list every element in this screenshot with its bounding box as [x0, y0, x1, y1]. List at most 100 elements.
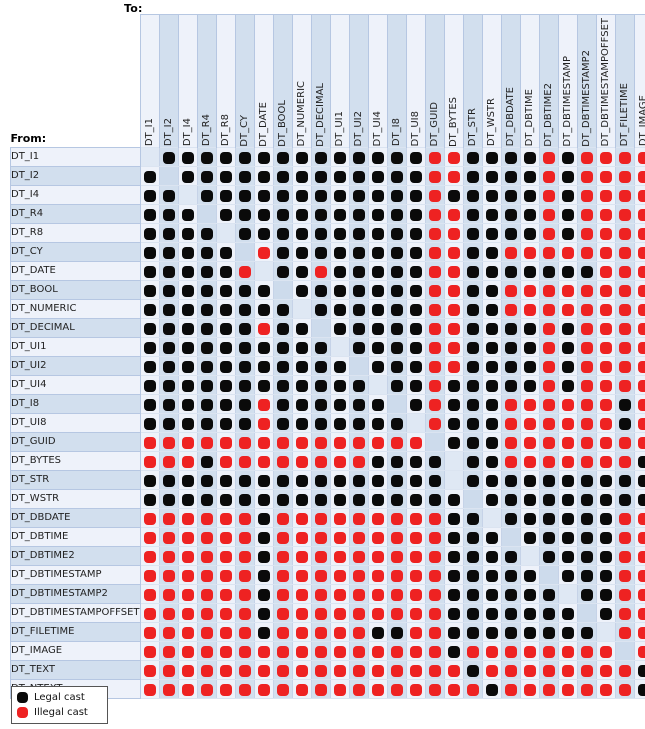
column-header-dt-bool: DT_BOOL [272, 14, 293, 148]
illegal-cast-dot-icon [561, 455, 574, 468]
legal-cast-dot-icon [181, 398, 194, 411]
illegal-cast-dot-icon [618, 227, 631, 240]
row-header-dt-guid: DT_GUID [10, 431, 141, 452]
matrix-cell [614, 260, 635, 281]
legal-cast-dot-icon [542, 265, 555, 278]
illegal-cast-dot-icon [428, 550, 441, 563]
illegal-cast-dot-icon [143, 626, 156, 639]
matrix-cell [329, 602, 350, 623]
matrix-cell [595, 678, 616, 699]
illegal-cast-dot-icon [618, 208, 631, 221]
legal-cast-dot-icon [143, 322, 156, 335]
matrix-cell [633, 279, 645, 300]
matrix-cell [367, 564, 388, 585]
matrix-cell [329, 184, 350, 205]
illegal-cast-dot-icon [504, 284, 517, 297]
matrix-cell [158, 165, 179, 186]
column-header-label: DT_DBTIMESTAMP [561, 55, 573, 147]
matrix-cell [348, 545, 369, 566]
matrix-cell [348, 203, 369, 224]
illegal-cast-dot-icon [390, 588, 403, 601]
legal-cast-dot-icon [295, 284, 308, 297]
legal-cast-dot-icon [143, 474, 156, 487]
legal-cast-dot-icon [390, 474, 403, 487]
matrix-cell [310, 431, 331, 452]
legal-cast-dot-icon [162, 303, 175, 316]
legal-cast-dot-icon [466, 607, 479, 620]
legal-cast-dot-icon [504, 607, 517, 620]
illegal-cast-dot-icon [257, 683, 270, 696]
matrix-cell [291, 431, 312, 452]
matrix-cell [272, 507, 293, 528]
legal-cast-dot-icon [314, 493, 327, 506]
illegal-cast-dot-icon [599, 322, 612, 335]
matrix-cell [386, 583, 407, 604]
illegal-cast-dot-icon [599, 151, 612, 164]
illegal-cast-dot-icon [599, 417, 612, 430]
matrix-cell [310, 678, 331, 699]
illegal-cast-dot-icon [238, 626, 251, 639]
legend-label-illegal: Illegal cast [34, 707, 88, 718]
matrix-cell [462, 336, 483, 357]
illegal-cast-dot-icon [143, 550, 156, 563]
illegal-cast-dot-icon [333, 683, 346, 696]
matrix-cell [614, 488, 635, 509]
illegal-cast-dot-icon [352, 531, 365, 544]
matrix-cell [557, 583, 578, 604]
legal-cast-dot-icon [276, 189, 289, 202]
legal-cast-dot-icon [390, 284, 403, 297]
legal-cast-dot-icon [333, 303, 346, 316]
illegal-cast-dot-icon [276, 645, 289, 658]
matrix-cell [633, 241, 645, 262]
legal-cast-dot-icon [200, 493, 213, 506]
illegal-cast-dot-icon [257, 455, 270, 468]
legal-cast-dot-icon [466, 360, 479, 373]
illegal-cast-dot-icon [314, 607, 327, 620]
illegal-cast-dot-icon [409, 512, 422, 525]
column-header-dt-wstr: DT_WSTR [481, 14, 502, 148]
matrix-cell [272, 488, 293, 509]
legal-cast-dot-icon [390, 208, 403, 221]
legal-cast-dot-icon [257, 626, 270, 639]
matrix-cell [196, 203, 217, 224]
illegal-cast-dot-icon [390, 664, 403, 677]
illegal-cast-dot-icon [200, 664, 213, 677]
matrix-cell [595, 203, 616, 224]
matrix-cell [329, 450, 350, 471]
matrix-cell [196, 317, 217, 338]
illegal-cast-dot-icon [637, 417, 645, 430]
matrix-cell [386, 279, 407, 300]
legal-cast-dot-icon [200, 246, 213, 259]
matrix-cell [500, 583, 521, 604]
legal-cast-dot-icon [504, 265, 517, 278]
legal-cast-dot-icon [637, 455, 645, 468]
legal-cast-dot-icon [618, 417, 631, 430]
illegal-cast-dot-icon [561, 683, 574, 696]
illegal-cast-dot-icon [485, 664, 498, 677]
matrix-cell [329, 298, 350, 319]
legal-cast-dot-icon [485, 265, 498, 278]
illegal-cast-dot-icon [637, 189, 645, 202]
matrix-cell [272, 279, 293, 300]
matrix-cell [576, 583, 597, 604]
legal-cast-dot-icon [485, 246, 498, 259]
matrix-cell [557, 450, 578, 471]
matrix-cell [557, 203, 578, 224]
matrix-cell [215, 412, 236, 433]
matrix-row: DT_I8 [10, 393, 645, 414]
illegal-cast-dot-icon [580, 227, 593, 240]
column-header-label: DT_UI1 [333, 111, 345, 147]
illegal-cast-dot-icon [428, 379, 441, 392]
legal-cast-dot-icon [295, 322, 308, 335]
legal-cast-dot-icon [409, 474, 422, 487]
illegal-cast-dot-icon [580, 208, 593, 221]
legal-cast-dot-icon [238, 493, 251, 506]
matrix-cell [158, 507, 179, 528]
matrix-row: DT_UI2 [10, 355, 645, 376]
matrix-cell [500, 659, 521, 680]
legal-cast-dot-icon [238, 379, 251, 392]
matrix-cell [538, 678, 559, 699]
matrix-cell [367, 393, 388, 414]
matrix-cell [443, 583, 464, 604]
matrix-cell [139, 678, 160, 699]
